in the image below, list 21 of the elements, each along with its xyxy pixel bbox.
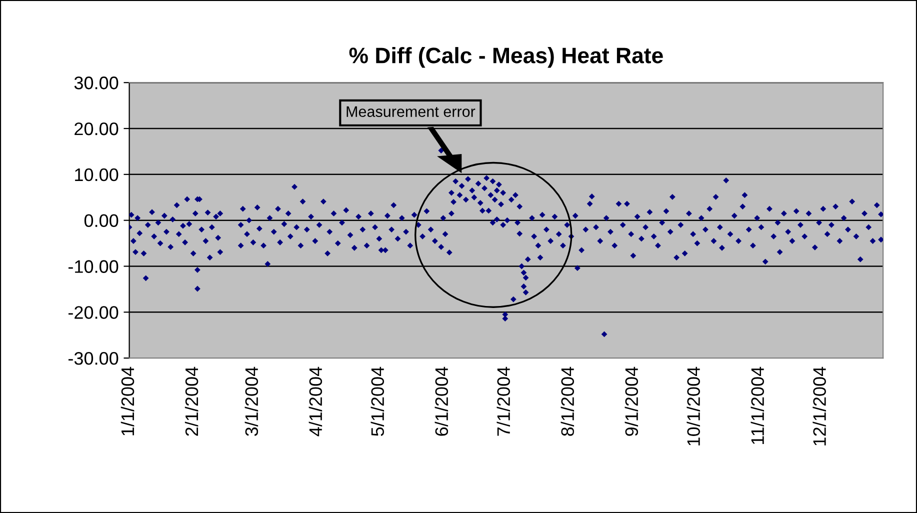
x-tick-label: 4/1/2004 bbox=[308, 366, 322, 436]
chart-title: % Diff (Calc - Meas) Heat Rate bbox=[349, 47, 663, 68]
y-tick-label: -30.00 bbox=[68, 352, 118, 365]
x-tick-label: 11/1/2004 bbox=[750, 366, 764, 444]
y-tick-label: 0.00 bbox=[84, 214, 118, 228]
x-tick-label: 9/1/2004 bbox=[624, 366, 638, 436]
x-tick-label: 2/1/2004 bbox=[184, 366, 198, 436]
x-tick-label: 8/1/2004 bbox=[560, 366, 574, 436]
y-tick-label: -10.00 bbox=[68, 260, 118, 273]
y-tick-label: 30.00 bbox=[74, 76, 118, 90]
x-tick-label: 7/1/2004 bbox=[496, 366, 510, 436]
x-tick-label: 5/1/2004 bbox=[370, 366, 384, 436]
y-tick-label: 10.00 bbox=[75, 168, 118, 182]
x-tick-label: 6/1/2004 bbox=[434, 366, 448, 436]
x-tick-label: 12/1/2004 bbox=[812, 366, 826, 446]
x-tick-label: 10/1/2004 bbox=[686, 366, 700, 446]
y-tick-label: 20.00 bbox=[74, 122, 118, 136]
annotation: Measurement error bbox=[346, 106, 476, 117]
x-tick-label: 1/1/2004 bbox=[120, 366, 134, 436]
x-tick-label: 3/1/2004 bbox=[244, 366, 258, 436]
y-tick-label: -20.00 bbox=[68, 306, 118, 319]
